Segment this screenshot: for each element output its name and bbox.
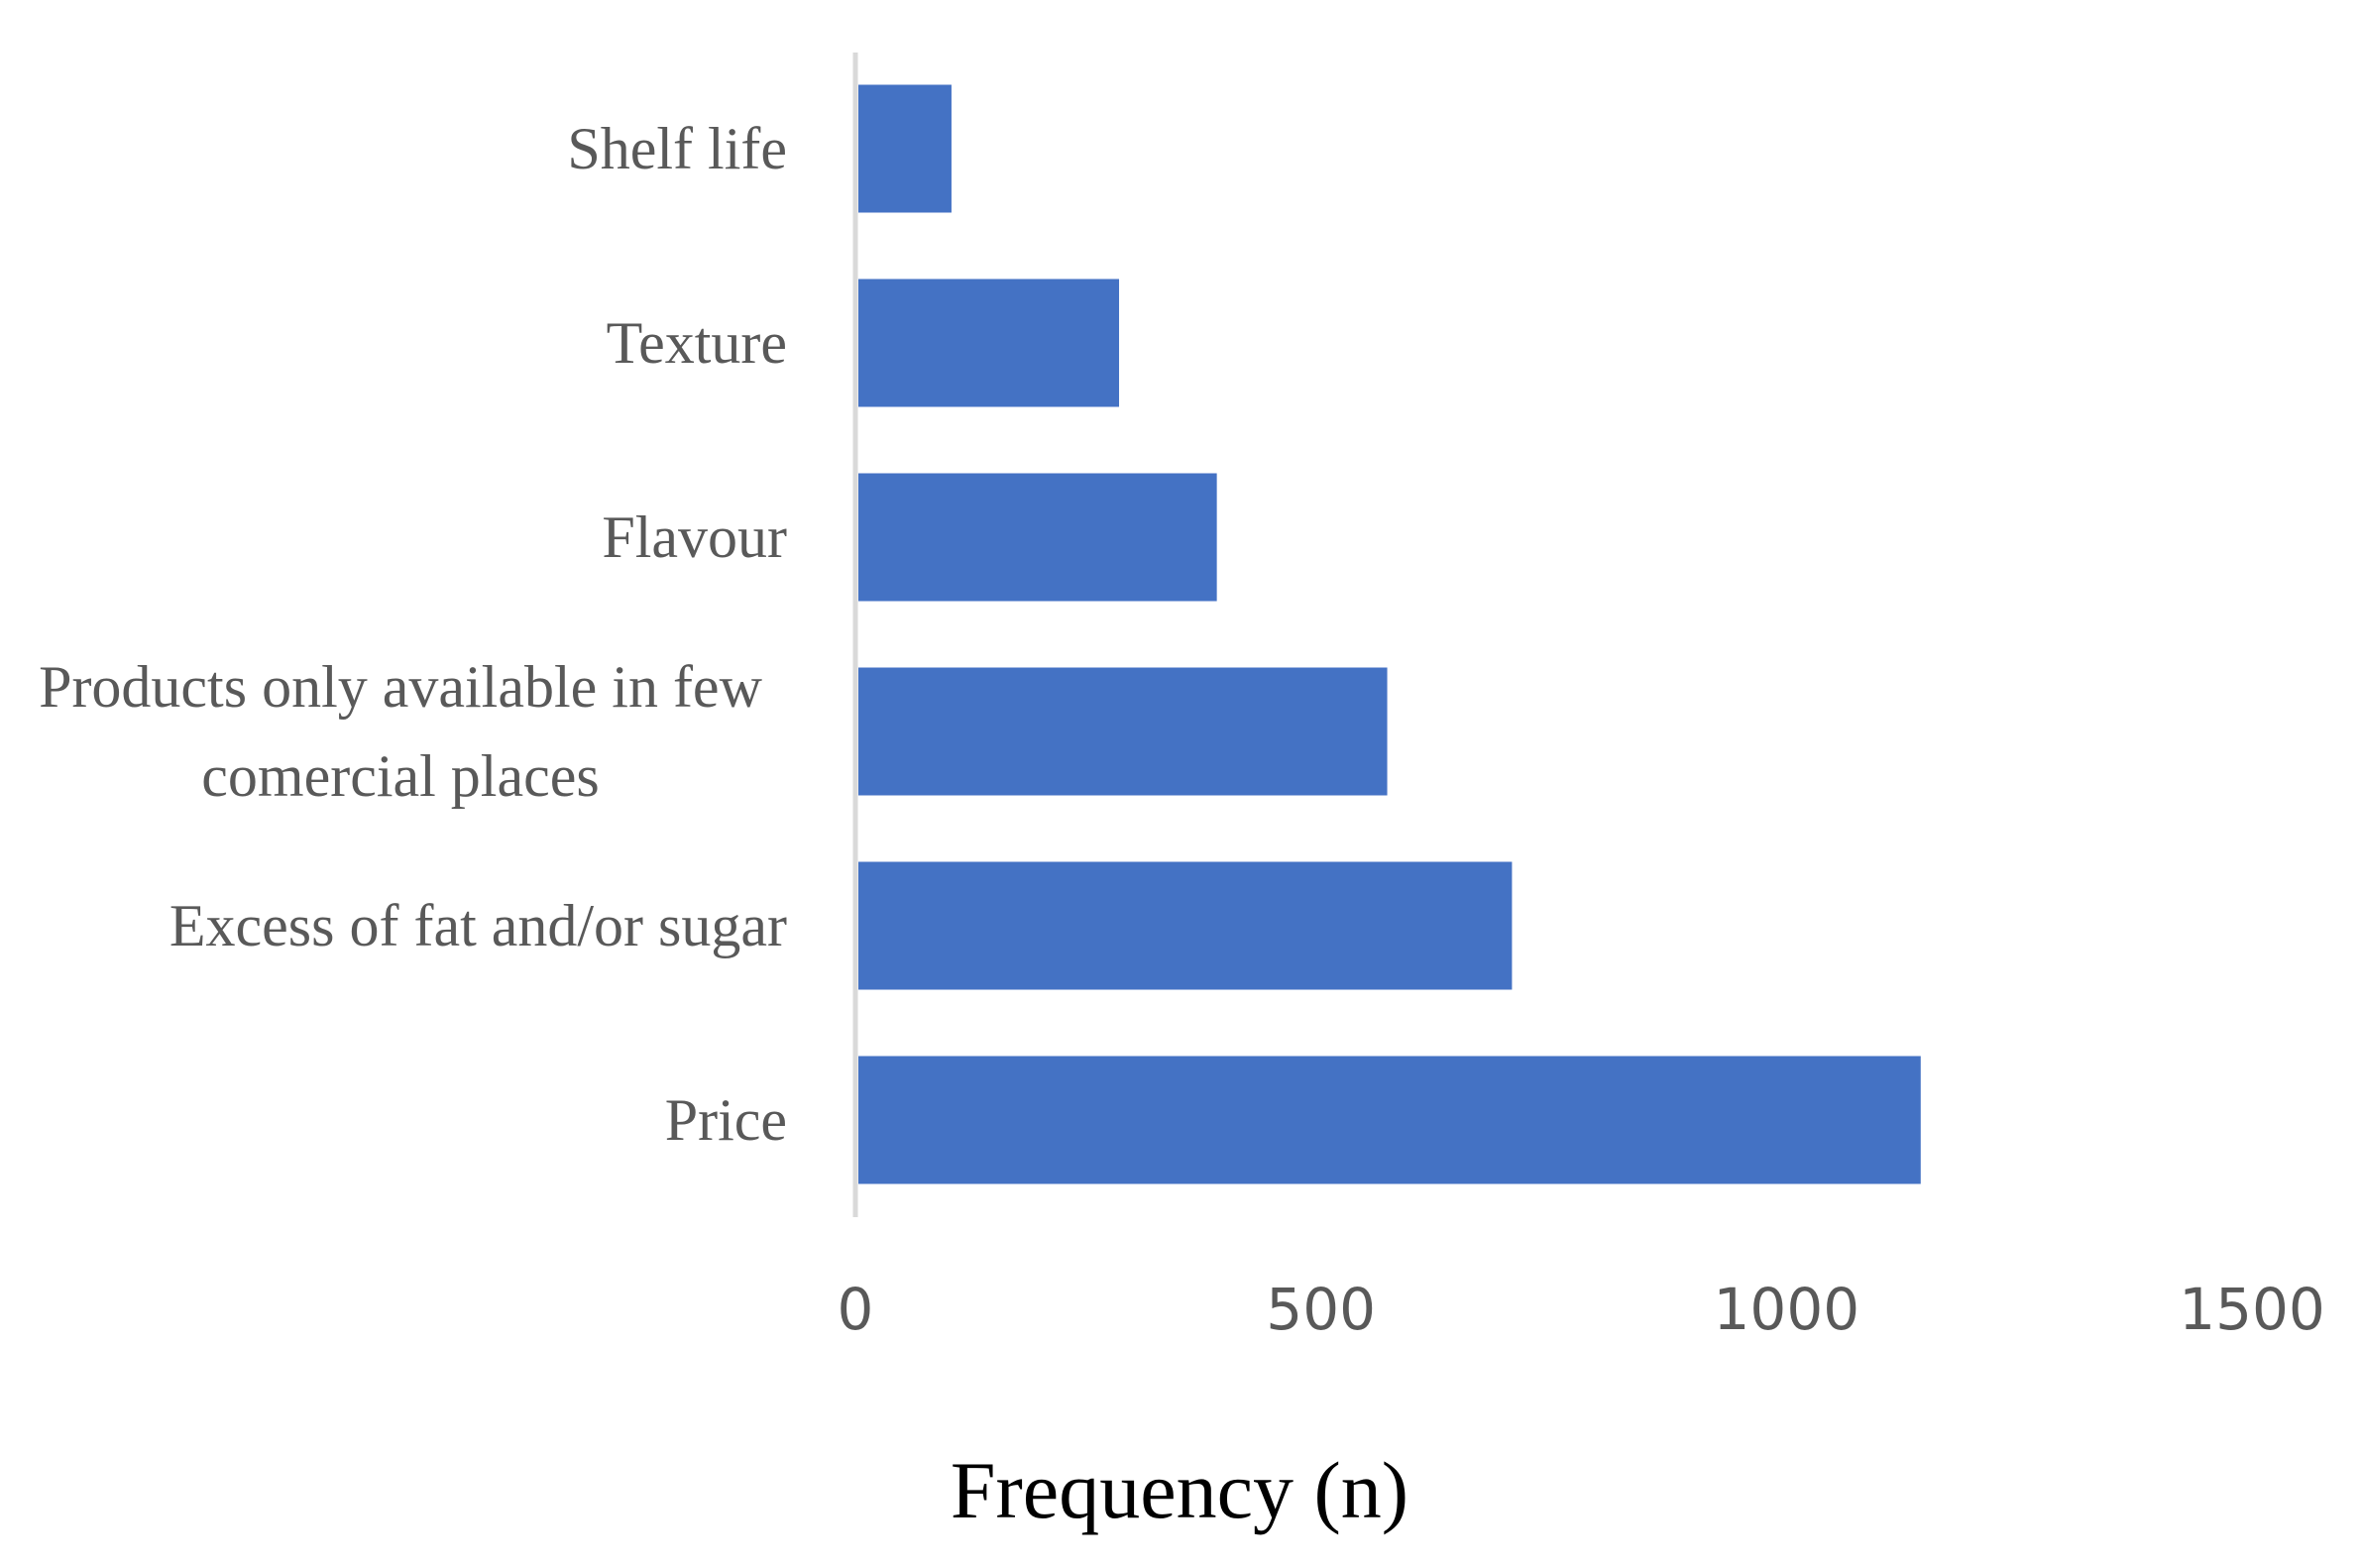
y-tick-label-box: Texture <box>4 298 787 388</box>
y-tick-label: Shelf life <box>567 116 787 181</box>
x-tick-label: 1500 <box>2179 1276 2325 1343</box>
y-tick-label: Texture <box>606 310 787 376</box>
y-tick-label: Products only available in few comercial… <box>39 654 762 809</box>
y-tick-label-box: Products only available in few comercial… <box>4 642 787 821</box>
y-tick-label: Price <box>664 1087 787 1153</box>
bar <box>858 667 1388 796</box>
y-tick-label-box: Shelf life <box>4 104 787 193</box>
bar <box>858 279 1120 407</box>
y-tick-label-box: Excess of fat and/or sugar <box>4 881 787 970</box>
y-tick-label: Excess of fat and/or sugar <box>169 893 787 958</box>
bar <box>858 84 952 213</box>
x-tick-label: 500 <box>1266 1276 1376 1343</box>
x-tick-label: 1000 <box>1714 1276 1860 1343</box>
y-tick-label-box: Flavour <box>4 493 787 582</box>
x-axis-title: Frequency (n) <box>951 1445 1408 1535</box>
y-tick-label-box: Price <box>4 1075 787 1165</box>
y-tick-label: Flavour <box>602 504 787 570</box>
bar <box>858 861 1513 990</box>
bar <box>858 1056 1921 1184</box>
bar <box>858 473 1217 602</box>
x-tick-label: 0 <box>838 1276 874 1343</box>
